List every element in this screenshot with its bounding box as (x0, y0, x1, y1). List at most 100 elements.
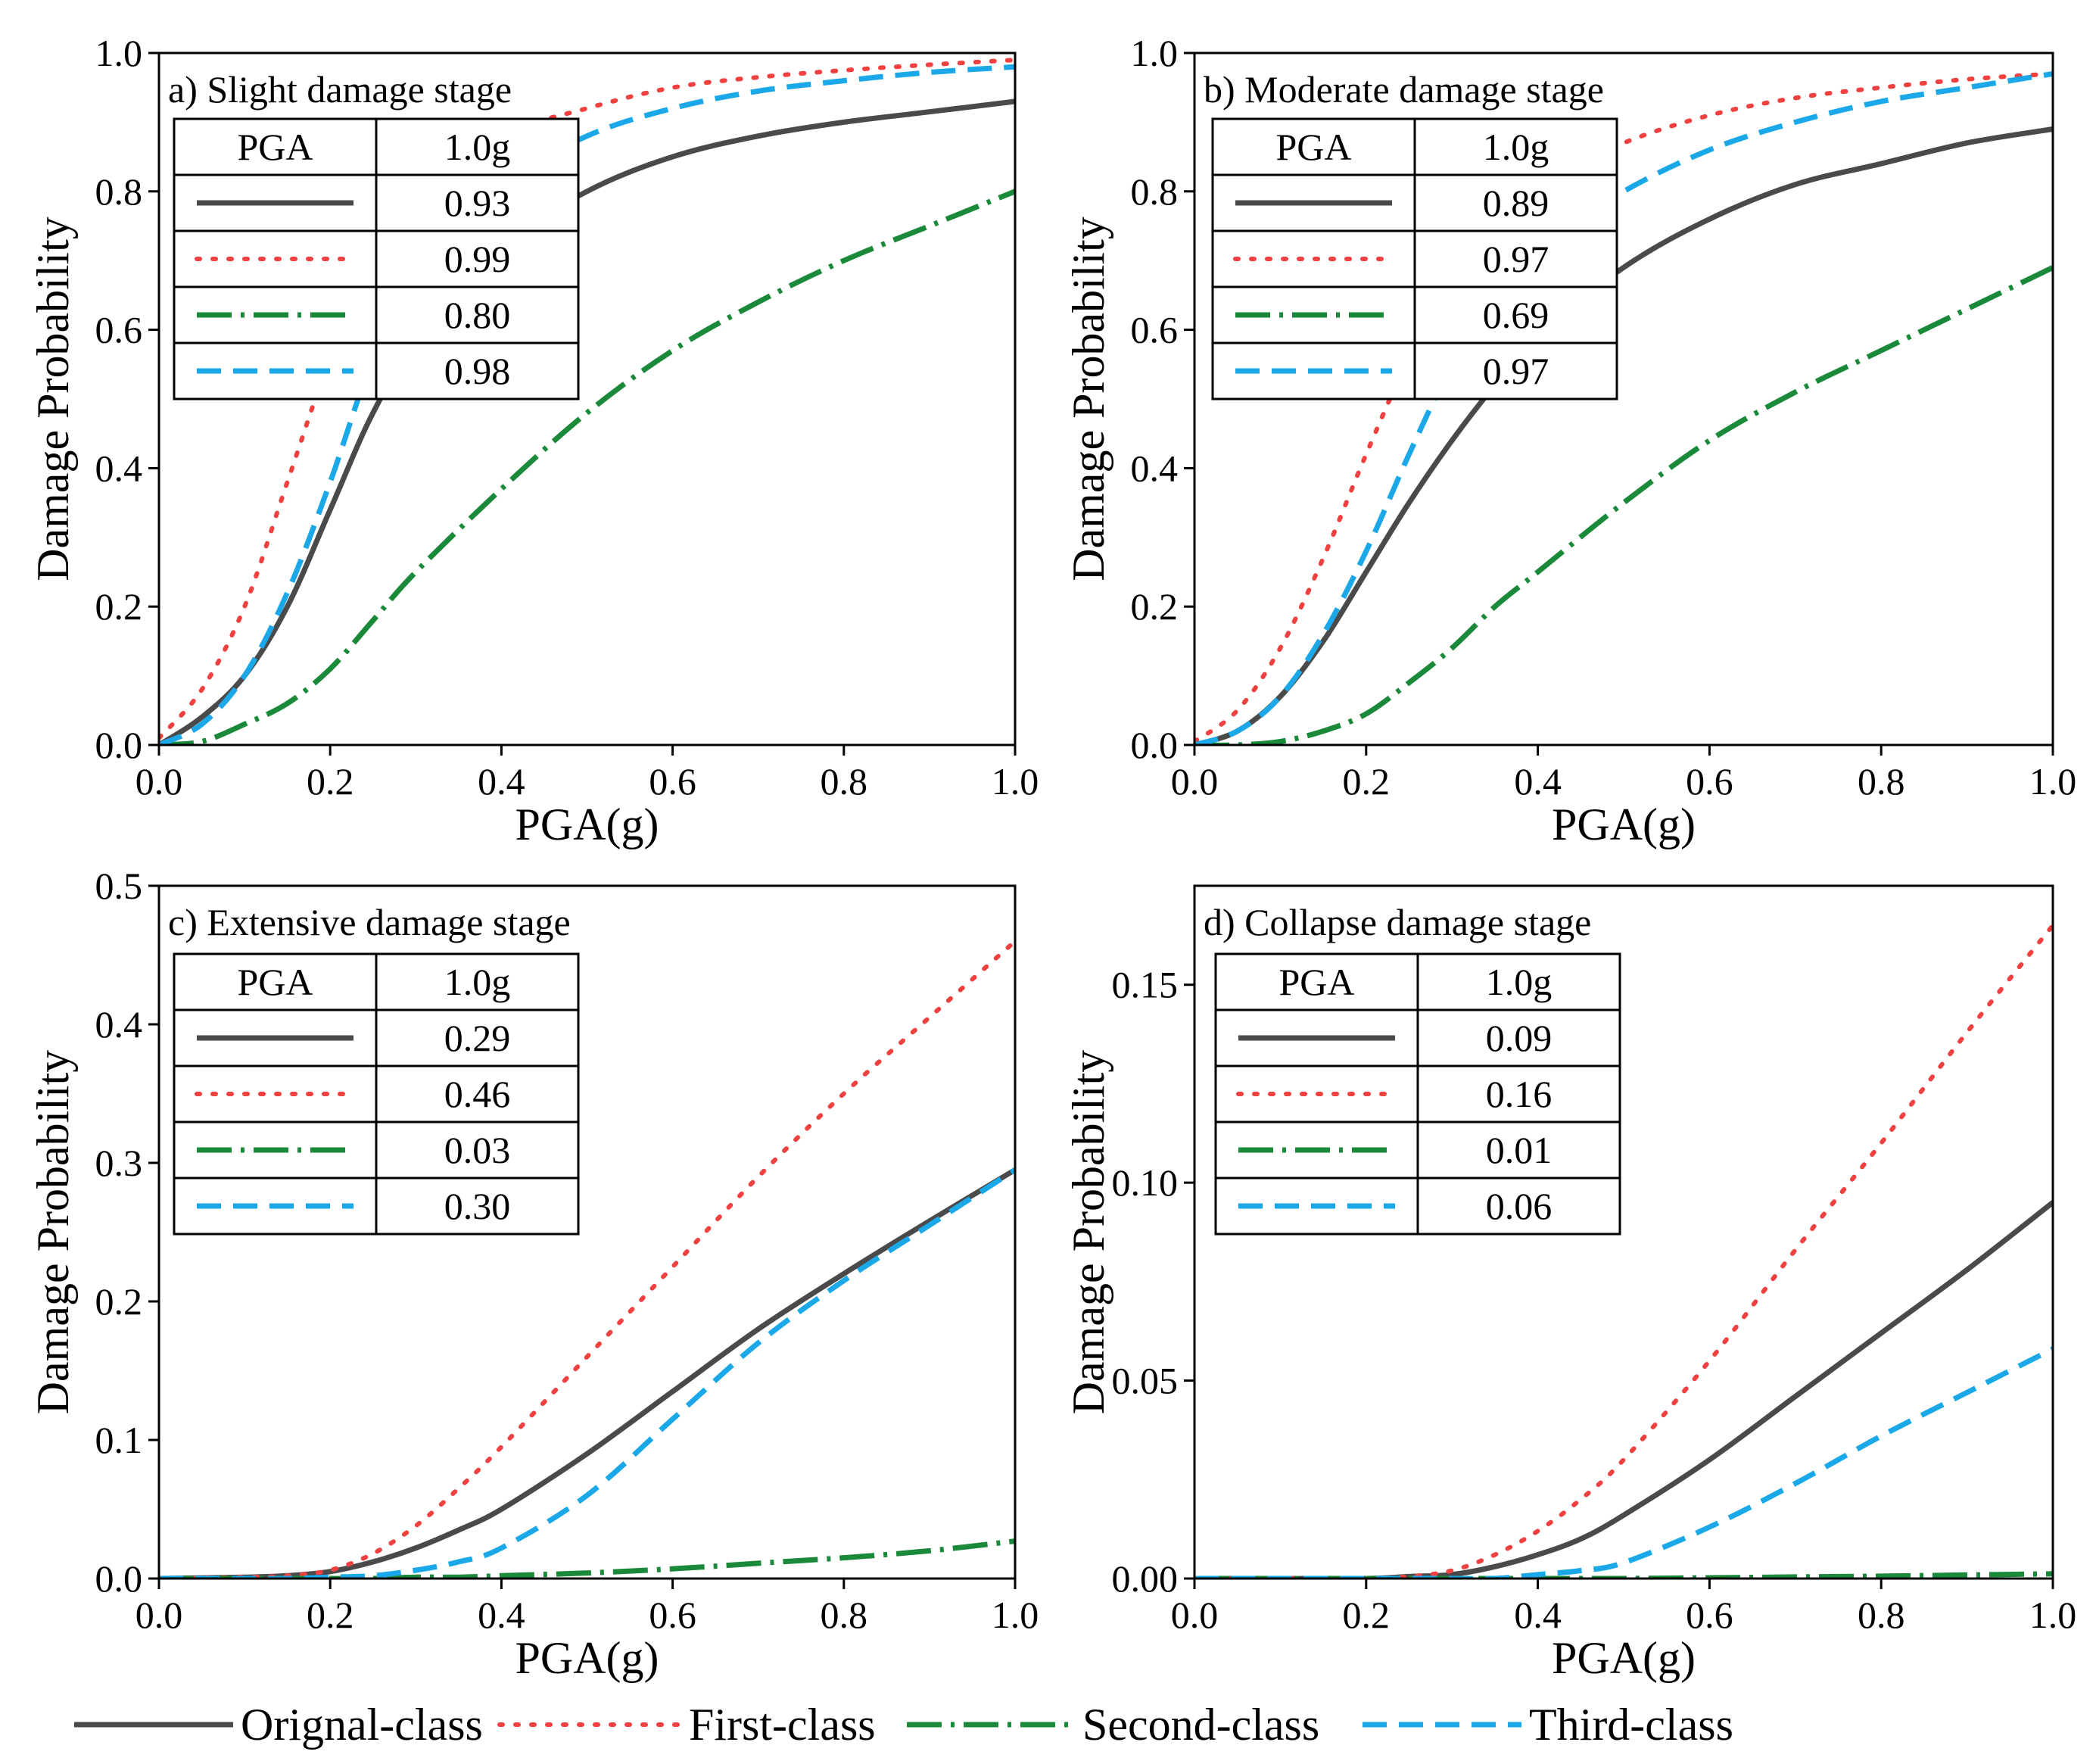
y-tick-label: 0.4 (95, 447, 143, 489)
series-line-first (159, 939, 1015, 1579)
table-header-pga: PGA (237, 126, 313, 168)
table-value-orignal: 0.93 (444, 182, 511, 224)
table-value-first: 0.99 (444, 238, 511, 280)
table-value-first: 0.16 (1486, 1073, 1553, 1115)
y-tick-label: 0.6 (95, 309, 143, 351)
x-axis-label: PGA(g) (1552, 799, 1696, 849)
panel-title: d) Collapse damage stage (1204, 901, 1591, 943)
x-tick-label: 0.0 (135, 760, 183, 803)
legend-label-second: Second-class (1082, 1700, 1319, 1750)
table-value-first: 0.46 (444, 1073, 511, 1115)
x-tick-label: 1.0 (2029, 1594, 2077, 1636)
x-tick-label: 0.4 (1514, 760, 1562, 803)
table-header-pga: PGA (1275, 126, 1351, 168)
table-header-value: 1.0g (1486, 961, 1553, 1003)
x-axis-label: PGA(g) (1552, 1633, 1696, 1683)
table-value-third: 0.98 (444, 350, 511, 392)
table-value-second: 0.01 (1486, 1129, 1553, 1171)
x-tick-label: 0.6 (1686, 1594, 1733, 1636)
x-tick-label: 0.4 (478, 1594, 525, 1636)
series-line-third (1194, 1346, 2053, 1579)
table-value-third: 0.97 (1483, 350, 1549, 392)
y-tick-label: 0.4 (1131, 447, 1179, 489)
table-value-orignal: 0.29 (444, 1017, 511, 1059)
panel-title: a) Slight damage stage (168, 68, 512, 111)
y-tick-label: 0.0 (95, 724, 143, 766)
chart-panel-d: 0.0 0.2 0.4 0.6 0.8 1.0 0.00 0.05 0.10 0.15 PGA(g)… (1064, 884, 2077, 1683)
x-tick-label: 0.0 (135, 1594, 183, 1636)
table-value-third: 0.30 (444, 1185, 511, 1227)
y-tick-label: 0.5 (95, 865, 143, 907)
table-value-third: 0.06 (1486, 1185, 1553, 1227)
value-table: PGA 1.0g 0.29 0.46 0.03 0.30 (173, 952, 580, 1236)
table-header-value: 1.0g (444, 126, 511, 168)
x-tick-label: 0.2 (1343, 1594, 1391, 1636)
panel-title: b) Moderate damage stage (1204, 68, 1604, 111)
plot-frame (157, 51, 1017, 746)
x-tick-label: 1.0 (992, 1594, 1039, 1636)
x-tick-label: 0.4 (478, 760, 525, 803)
series-line-orignal (159, 1167, 1015, 1579)
x-axis-label: PGA(g) (515, 1633, 659, 1683)
chart-panel-a: 0.0 0.2 0.4 0.6 0.8 1.0 0.0 0.2 0.4 0.6 0.8 1.0 PGA(… (28, 32, 1039, 849)
series-line-orignal (1194, 1200, 2053, 1579)
table-value-second: 0.69 (1483, 294, 1549, 336)
y-tick-label: 1.0 (95, 32, 143, 74)
chart-panel-c: 0.0 0.2 0.4 0.6 0.8 1.0 0.0 0.1 0.2 0.3 0.4 0.5 PGA(… (28, 865, 1039, 1683)
y-tick-label: 0.0 (1131, 724, 1179, 766)
table-value-orignal: 0.09 (1486, 1017, 1553, 1059)
table-value-second: 0.03 (444, 1129, 511, 1171)
plot-frame (157, 884, 1017, 1580)
y-axis-label: Damage Probability (28, 1050, 78, 1415)
table-header-value: 1.0g (444, 961, 511, 1003)
series-line-second (159, 1538, 1015, 1579)
y-tick-label: 0.15 (1112, 964, 1179, 1006)
value-table: PGA 1.0g 0.89 0.97 0.69 0.97 (1211, 117, 1618, 400)
y-tick-label: 0.8 (1131, 170, 1179, 213)
x-tick-label: 0.8 (1858, 1594, 1905, 1636)
x-tick-label: 0.2 (307, 1594, 354, 1636)
panel-title: c) Extensive damage stage (168, 901, 571, 943)
plot-frame (1193, 51, 2054, 746)
table-header-value: 1.0g (1483, 126, 1549, 168)
chart-panel-b: 0.0 0.2 0.4 0.6 0.8 1.0 0.0 0.2 0.4 0.6 0.8 1.0 PGA(… (1064, 32, 2076, 849)
y-axis-label: Damage Probability (28, 217, 78, 581)
y-axis-label: Damage Probability (1064, 217, 1113, 581)
table-header-pga: PGA (1278, 961, 1354, 1003)
y-tick-label: 0.2 (95, 1280, 143, 1323)
y-tick-label: 0.6 (1131, 309, 1179, 351)
y-tick-label: 0.10 (1112, 1161, 1179, 1204)
value-table: PGA 1.0g 0.09 0.16 0.01 0.06 (1214, 952, 1621, 1236)
legend-label-first: First-class (689, 1700, 876, 1750)
x-tick-label: 0.6 (649, 760, 696, 803)
x-tick-label: 1.0 (2029, 760, 2077, 803)
x-tick-label: 0.6 (1686, 760, 1733, 803)
series-line-second (159, 189, 1015, 745)
chart-panels: 0.0 0.2 0.4 0.6 0.8 1.0 0.0 0.2 0.4 0.6 0.8 1.0 PGA(… (28, 32, 2076, 1683)
x-tick-label: 0.2 (1343, 760, 1391, 803)
series-line-third (159, 1167, 1015, 1579)
x-tick-label: 0.6 (649, 1594, 696, 1636)
y-tick-label: 0.00 (1112, 1557, 1179, 1600)
x-tick-label: 0.0 (1171, 760, 1219, 803)
x-axis-label: PGA(g) (515, 799, 659, 849)
y-axis-label: Damage Probability (1064, 1050, 1113, 1415)
y-tick-label: 0.8 (95, 170, 143, 213)
x-tick-label: 0.8 (821, 760, 868, 803)
series-group (159, 939, 1015, 1579)
y-tick-label: 0.3 (95, 1142, 143, 1184)
y-tick-label: 1.0 (1131, 32, 1179, 74)
x-tick-label: 0.8 (821, 1594, 868, 1636)
y-tick-label: 0.0 (95, 1557, 143, 1600)
table-value-second: 0.80 (444, 294, 511, 336)
y-tick-label: 0.2 (95, 585, 143, 628)
legend-label-orignal: Orignal-class (241, 1700, 483, 1750)
y-tick-label: 0.2 (1131, 585, 1179, 628)
table-value-orignal: 0.89 (1483, 182, 1549, 224)
x-tick-label: 1.0 (992, 760, 1039, 803)
y-tick-label: 0.05 (1112, 1360, 1179, 1402)
table-header-pga: PGA (237, 961, 313, 1003)
x-tick-label: 0.0 (1171, 1594, 1219, 1636)
value-table: PGA 1.0g 0.93 0.99 0.80 0.98 (173, 117, 580, 400)
